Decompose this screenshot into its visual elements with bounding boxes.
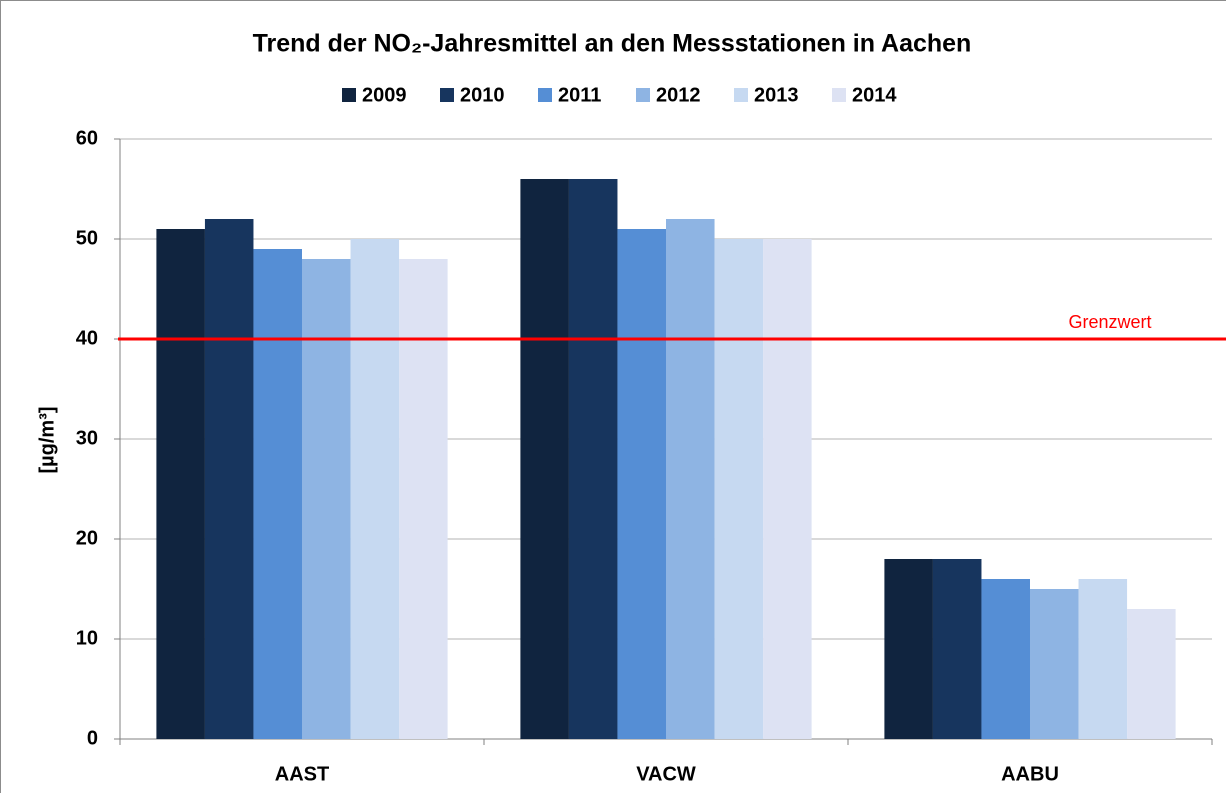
y-tick-label: 40 bbox=[76, 327, 98, 349]
y-tick-label: 0 bbox=[87, 727, 98, 749]
legend-label: 2009 bbox=[362, 84, 407, 106]
legend-label: 2014 bbox=[852, 84, 897, 106]
bar bbox=[932, 559, 982, 739]
x-tick-label: VACW bbox=[636, 763, 696, 785]
legend-label: 2010 bbox=[460, 84, 505, 106]
bar bbox=[884, 559, 933, 739]
legend-swatch bbox=[440, 88, 454, 102]
bar bbox=[1078, 579, 1128, 739]
bar bbox=[253, 249, 302, 739]
y-axis-label: [µg/m³] bbox=[36, 406, 58, 473]
bar bbox=[156, 229, 205, 739]
legend-label: 2012 bbox=[656, 84, 701, 106]
legend-swatch bbox=[636, 88, 650, 102]
bar bbox=[1127, 609, 1176, 739]
bar bbox=[666, 219, 715, 739]
bar bbox=[763, 239, 812, 739]
legend-label: 2011 bbox=[558, 84, 601, 106]
bar bbox=[568, 179, 618, 739]
legend-swatch bbox=[538, 88, 552, 102]
bar bbox=[399, 259, 448, 739]
x-tick-label: AABU bbox=[1001, 763, 1059, 785]
bar bbox=[714, 239, 764, 739]
bar bbox=[617, 229, 666, 739]
bar bbox=[981, 579, 1030, 739]
chart-title: Trend der NO₂-Jahresmittel an den Messst… bbox=[253, 30, 972, 58]
legend-swatch bbox=[832, 88, 846, 102]
x-tick-label: AAST bbox=[275, 763, 329, 785]
y-tick-label: 10 bbox=[76, 627, 98, 649]
legend-swatch bbox=[734, 88, 748, 102]
bar bbox=[520, 179, 569, 739]
threshold-label: Grenzwert bbox=[1068, 312, 1151, 332]
bar bbox=[350, 239, 400, 739]
legend-label: 2013 bbox=[754, 84, 799, 106]
bar bbox=[204, 219, 254, 739]
bar bbox=[302, 259, 351, 739]
y-tick-label: 20 bbox=[76, 527, 98, 549]
bar bbox=[1030, 589, 1079, 739]
y-tick-label: 50 bbox=[76, 227, 98, 249]
legend-swatch bbox=[342, 88, 356, 102]
y-tick-label: 60 bbox=[76, 127, 98, 149]
y-tick-label: 30 bbox=[76, 427, 98, 449]
